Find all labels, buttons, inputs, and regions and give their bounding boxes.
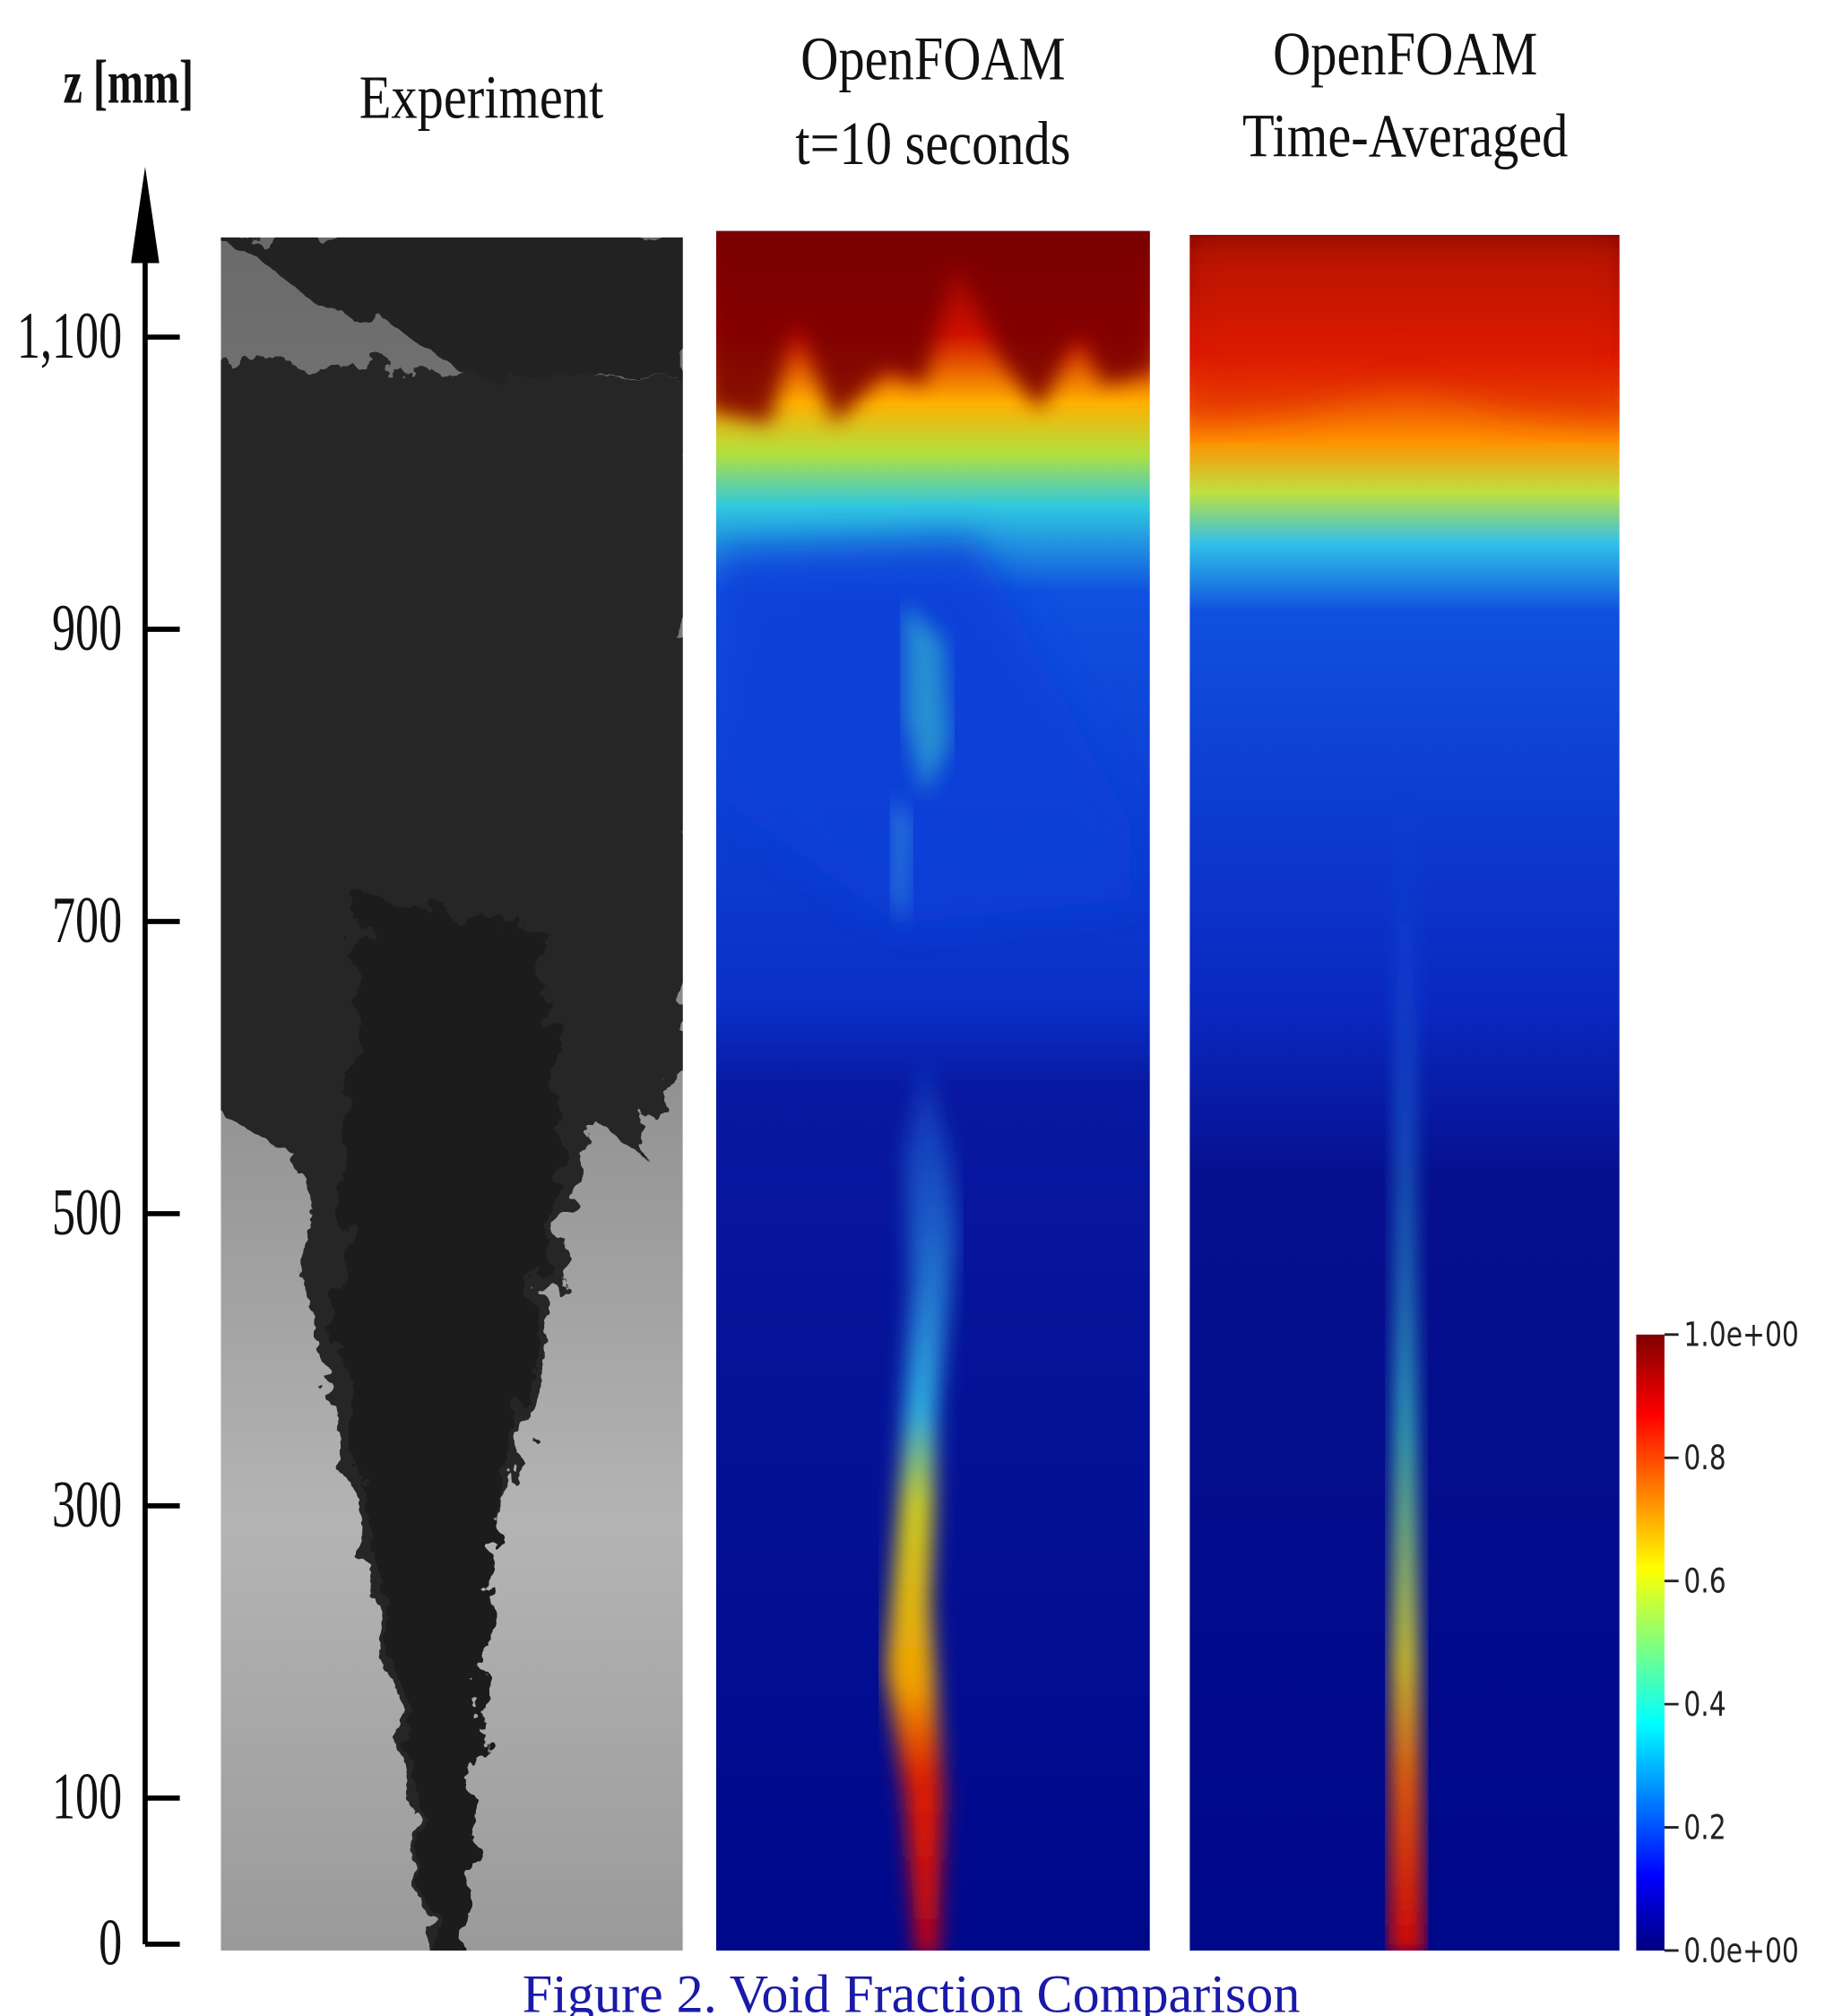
z-axis-arrow — [131, 167, 160, 264]
z-tick-label: 900 — [52, 591, 122, 664]
colorbar — [1636, 1334, 1665, 1951]
panel-title: OpenFOAM — [1273, 20, 1537, 89]
z-tick-label: 700 — [52, 883, 122, 956]
z-axis-label: z [mm] — [64, 48, 195, 116]
colorbar-tick-label: 0.4 — [1683, 1685, 1726, 1724]
panel-title: t=10 seconds — [795, 109, 1070, 178]
colorbar-tick-label: 0.2 — [1683, 1808, 1726, 1847]
colorbar-tick-label: 0.8 — [1683, 1439, 1726, 1477]
cfd-averaged-image — [1189, 234, 1620, 1951]
z-tick-label: 1,100 — [17, 299, 122, 372]
panel-title: Experiment — [359, 63, 604, 132]
colorbar-tick-label: 0.6 — [1683, 1562, 1726, 1600]
caption: Figure 2. Void Fraction Comparison — [523, 1965, 1301, 2016]
cfd-instantaneous-image — [715, 230, 1150, 1951]
z-tick-label: 300 — [52, 1467, 122, 1541]
panel-title: Time-Averaged — [1242, 101, 1568, 170]
z-tick-label: 500 — [52, 1175, 122, 1249]
panel-title: OpenFOAM — [800, 24, 1065, 93]
z-tick-label: 0 — [99, 1906, 122, 1979]
experiment-image — [221, 237, 683, 1951]
z-tick-label: 100 — [52, 1760, 122, 1833]
colorbar-tick-label: 0.0e+00 — [1683, 1932, 1798, 1970]
colorbar-tick-label: 1.0e+00 — [1683, 1315, 1798, 1354]
